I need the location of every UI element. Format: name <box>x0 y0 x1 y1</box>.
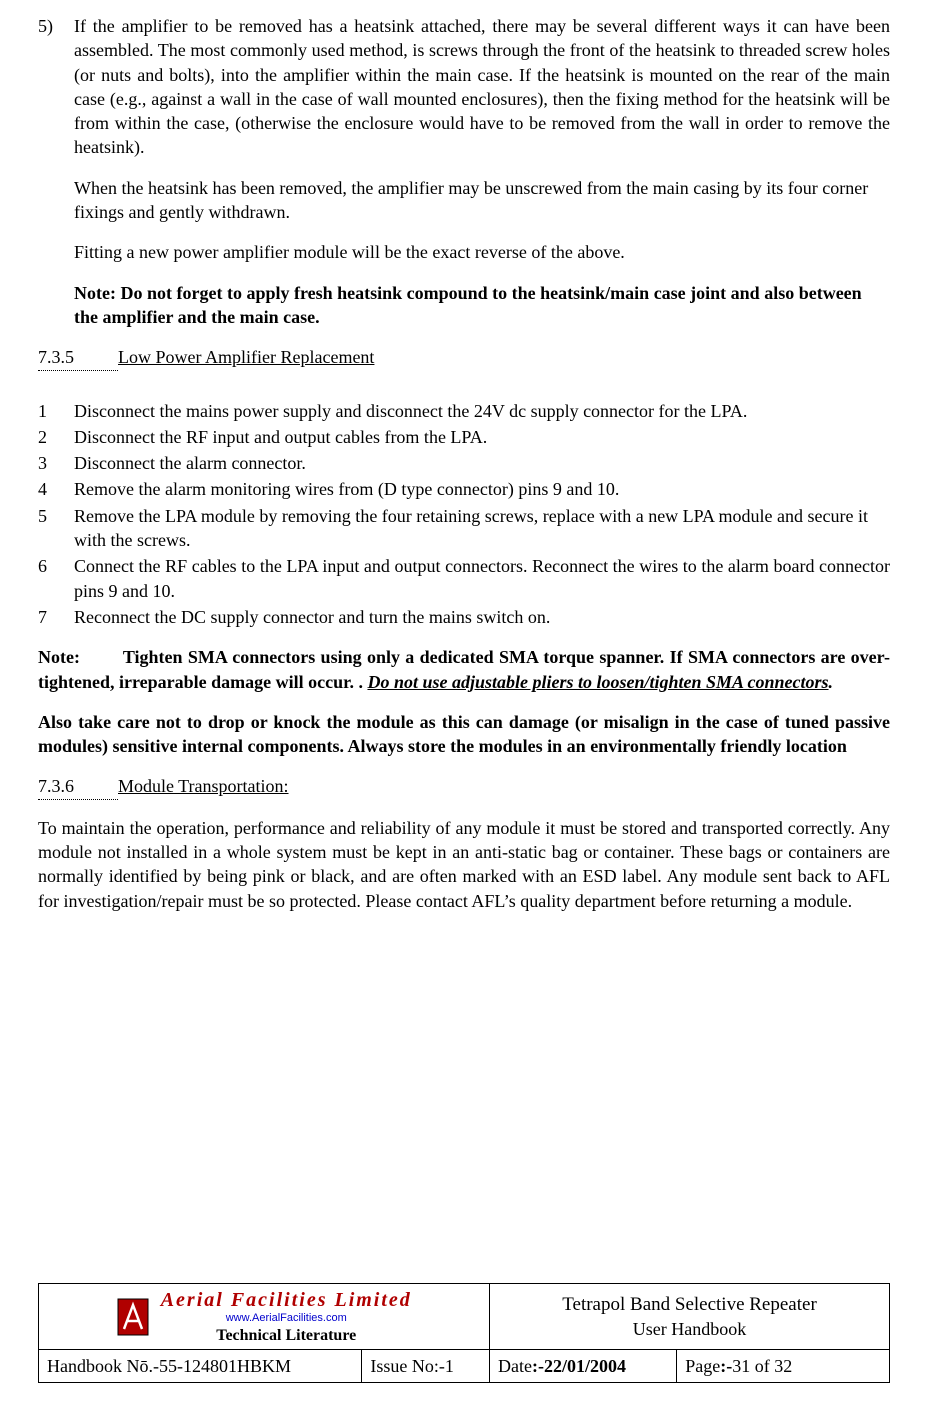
step-number: 4 <box>38 477 74 501</box>
note-sma-suffix: . <box>829 672 834 692</box>
page-content: 5) If the amplifier to be removed has a … <box>38 14 890 913</box>
step-text: Remove the alarm monitoring wires from (… <box>74 477 890 501</box>
section-number: 7.3.6 <box>38 774 118 799</box>
step-text: Remove the LPA module by removing the fo… <box>74 504 890 553</box>
paragraph: Fitting a new power amplifier module wil… <box>74 240 890 264</box>
step-number: 6 <box>38 554 74 603</box>
paragraph: When the heatsink has been removed, the … <box>74 176 890 225</box>
step-item: 7 Reconnect the DC supply connector and … <box>38 605 890 629</box>
step-item: 3 Disconnect the alarm connector. <box>38 451 890 475</box>
note-care: Also take care not to drop or knock the … <box>38 710 890 759</box>
section-heading-736: 7.3.6Module Transportation: <box>38 774 890 799</box>
step-item: 2 Disconnect the RF input and output cab… <box>38 425 890 449</box>
date-cell: Date:-22/01/2004 <box>490 1349 677 1382</box>
paragraph-transportation: To maintain the operation, performance a… <box>38 816 890 913</box>
step-number: 2 <box>38 425 74 449</box>
logo-url: www.AerialFacilities.com <box>161 1312 412 1325</box>
logo-subtitle: Technical Literature <box>161 1326 412 1345</box>
step-item: 6 Connect the RF cables to the LPA input… <box>38 554 890 603</box>
footer-table: Aerial Facilities Limited www.AerialFaci… <box>38 1283 890 1383</box>
page-label: Page <box>685 1356 720 1376</box>
date-value: :-22/01/2004 <box>532 1356 626 1376</box>
step-text: Disconnect the mains power supply and di… <box>74 399 890 423</box>
item-number: 5) <box>38 14 74 160</box>
item-text: If the amplifier to be removed has a hea… <box>74 14 890 160</box>
logo-company-name: Aerial Facilities Limited <box>161 1288 412 1312</box>
date-label: Date <box>498 1356 532 1376</box>
step-item: 1 Disconnect the mains power supply and … <box>38 399 890 423</box>
list-item-5: 5) If the amplifier to be removed has a … <box>38 14 890 160</box>
step-number: 3 <box>38 451 74 475</box>
step-number: 7 <box>38 605 74 629</box>
note-heatsink: Note: Do not forget to apply fresh heats… <box>74 281 890 330</box>
page-cell: Page:-31 of 32 <box>677 1349 890 1382</box>
issue-number: Issue No:-1 <box>362 1349 490 1382</box>
step-text: Reconnect the DC supply connector and tu… <box>74 605 890 629</box>
footer-title-cell: Tetrapol Band Selective Repeater User Ha… <box>490 1284 890 1349</box>
afl-logo-icon <box>116 1297 150 1337</box>
doc-title: Tetrapol Band Selective Repeater <box>498 1292 881 1318</box>
note-sma-emphasis: Do not use adjustable pliers to loosen/t… <box>367 672 828 692</box>
section-number: 7.3.5 <box>38 345 118 370</box>
step-item: 4 Remove the alarm monitoring wires from… <box>38 477 890 501</box>
doc-subtitle: User Handbook <box>498 1317 881 1341</box>
note-sma: Note: Tighten SMA connectors using only … <box>38 645 890 694</box>
page-colon: :- <box>720 1356 732 1376</box>
section-title: Low Power Amplifier Replacement <box>118 347 374 367</box>
step-number: 1 <box>38 399 74 423</box>
section-heading-735: 7.3.5Low Power Amplifier Replacement <box>38 345 890 370</box>
footer-logo-cell: Aerial Facilities Limited www.AerialFaci… <box>39 1284 490 1349</box>
logo-text-block: Aerial Facilities Limited www.AerialFaci… <box>161 1288 412 1344</box>
step-text: Disconnect the alarm connector. <box>74 451 890 475</box>
step-item: 5 Remove the LPA module by removing the … <box>38 504 890 553</box>
step-number: 5 <box>38 504 74 553</box>
section-title: Module Transportation: <box>118 776 289 796</box>
handbook-number: Handbook Nō.-55-124801HBKM <box>39 1349 362 1382</box>
step-text: Disconnect the RF input and output cable… <box>74 425 890 449</box>
page-value: 31 of 32 <box>732 1356 792 1376</box>
step-text: Connect the RF cables to the LPA input a… <box>74 554 890 603</box>
